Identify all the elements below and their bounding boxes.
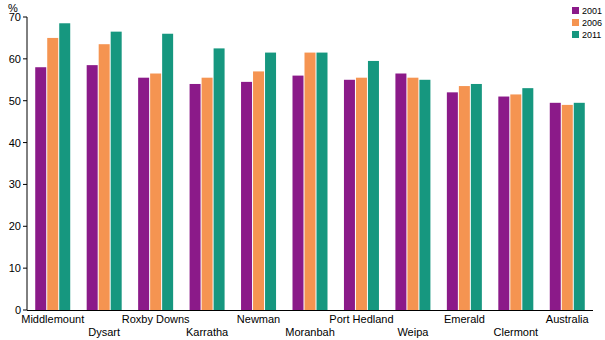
x-tick-label: Karratha <box>186 326 229 338</box>
legend-swatch <box>572 19 579 26</box>
bar <box>344 80 355 310</box>
legend-label: 2001 <box>582 6 602 16</box>
bar <box>47 38 58 310</box>
bar <box>510 94 521 310</box>
y-tick <box>23 268 27 269</box>
bars <box>35 23 585 310</box>
x-tick-label: Port Hedland <box>329 313 393 325</box>
bar <box>447 92 458 310</box>
bar <box>498 97 509 310</box>
y-tick-label: 40 <box>9 137 21 149</box>
y-tick <box>23 184 27 185</box>
y-tick-label: 50 <box>9 95 21 107</box>
y-tick <box>23 17 27 18</box>
bar <box>550 103 561 310</box>
x-tick-label: Dysart <box>88 326 120 338</box>
y-tick <box>23 100 27 101</box>
x-tick-label: Weipa <box>397 326 429 338</box>
bar <box>265 53 276 310</box>
bar <box>574 103 585 310</box>
bar <box>368 61 379 310</box>
bar <box>138 78 149 310</box>
bar <box>471 84 482 310</box>
y-axis-label: % <box>8 2 18 14</box>
y-tick-label: 0 <box>15 304 21 316</box>
bar <box>522 88 533 310</box>
y-tick <box>23 58 27 59</box>
bar <box>562 105 573 310</box>
bar <box>459 86 470 310</box>
bar <box>202 78 213 310</box>
bar <box>190 84 201 310</box>
y-tick-label: 20 <box>9 220 21 232</box>
bar <box>407 78 418 310</box>
y-axis <box>27 17 28 310</box>
x-tick-label: Roxby Downs <box>122 313 190 325</box>
x-tick-label: Newman <box>237 313 280 325</box>
y-tick <box>23 226 27 227</box>
chart: 010203040506070%MiddlemountDysartRoxby D… <box>0 0 605 340</box>
y-tick-label: 10 <box>9 262 21 274</box>
bar <box>59 23 70 310</box>
x-axis <box>27 310 593 311</box>
y-tick <box>23 310 27 311</box>
x-tick-label: Emerald <box>444 313 485 325</box>
bar <box>395 74 406 310</box>
bar <box>293 76 304 310</box>
bar <box>162 34 173 310</box>
legend-label: 2011 <box>582 30 601 40</box>
y-tick <box>23 142 27 143</box>
x-tick-label: Middlemount <box>21 313 84 325</box>
legend-swatch <box>572 31 579 38</box>
bar <box>214 48 225 310</box>
bar <box>317 53 328 310</box>
x-tick-label: Moranbah <box>285 326 335 338</box>
y-tick-label: 30 <box>9 178 21 190</box>
bar <box>241 82 252 310</box>
y-tick-label: 60 <box>9 53 21 65</box>
x-tick-label: Clermont <box>494 326 539 338</box>
bar <box>87 65 98 310</box>
bar <box>305 53 316 310</box>
bar <box>99 44 110 310</box>
bar <box>150 74 161 310</box>
bar <box>35 67 46 310</box>
bar <box>419 80 430 310</box>
bar <box>111 32 122 310</box>
x-tick-label: Australia <box>546 313 590 325</box>
legend-label: 2006 <box>582 18 602 28</box>
legend-swatch <box>572 7 579 14</box>
bar <box>356 78 367 310</box>
bar <box>253 71 264 310</box>
